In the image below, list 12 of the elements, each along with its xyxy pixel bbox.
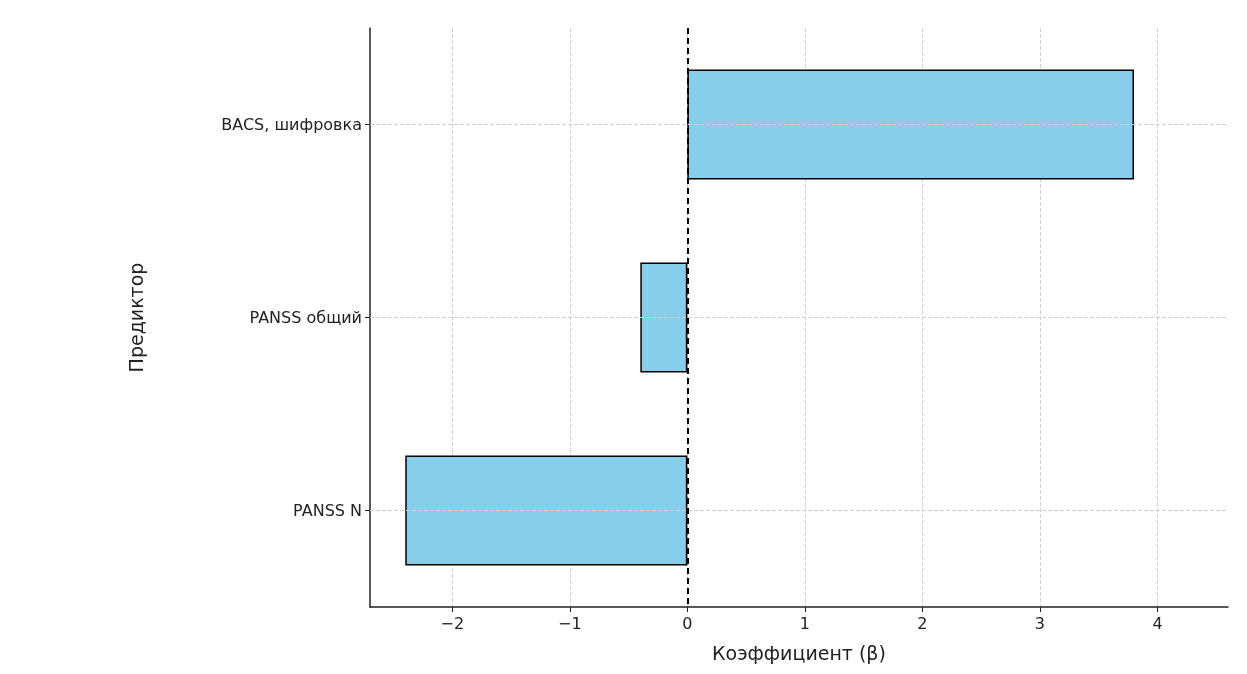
y-axis-title: Предиктор: [124, 262, 147, 373]
x-tick-label: 3: [1034, 613, 1046, 633]
x-axis-title: Коэффициент (β): [712, 641, 886, 664]
x-tick-label: −1: [558, 613, 582, 633]
x-tick-label: 4: [1152, 613, 1163, 633]
y-tick-label: PANSS N: [293, 501, 362, 520]
y-tick-label: BACS, шифровка: [221, 115, 362, 134]
x-tick-label: 0: [682, 613, 693, 633]
x-tick-label: −2: [440, 613, 465, 633]
x-tick-label: 1: [799, 613, 810, 633]
y-tick-label: PANSS общий: [249, 308, 362, 327]
x-tick-label: 2: [917, 613, 928, 633]
